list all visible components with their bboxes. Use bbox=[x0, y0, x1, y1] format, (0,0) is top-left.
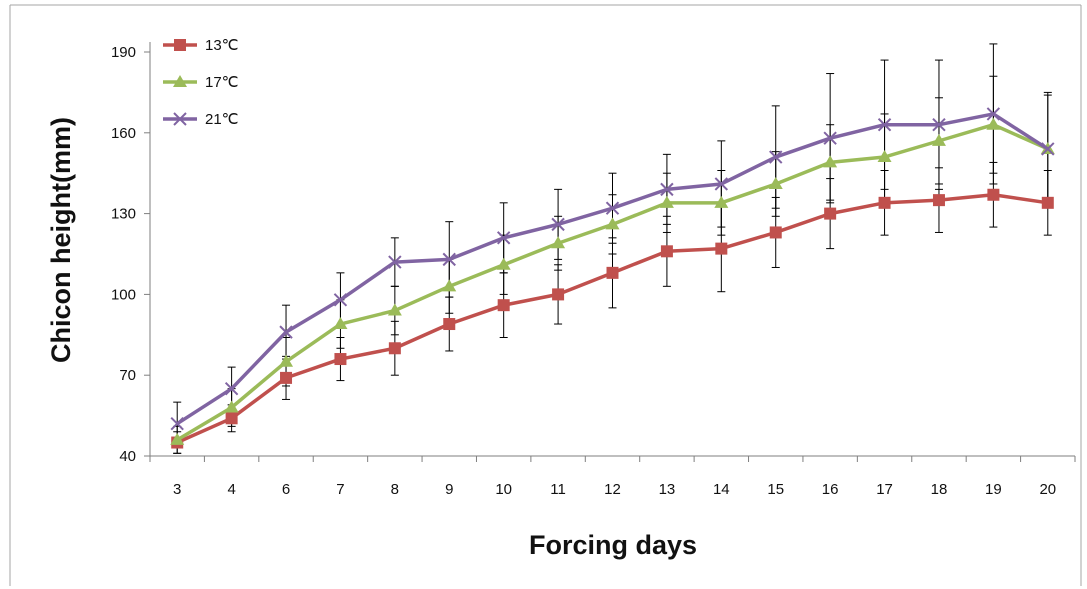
data-point bbox=[824, 207, 837, 220]
data-point bbox=[333, 293, 348, 307]
data-point bbox=[605, 201, 620, 215]
data-point bbox=[823, 155, 838, 168]
series-group bbox=[171, 188, 1054, 449]
data-point bbox=[442, 279, 457, 292]
legend-label: 17℃ bbox=[205, 74, 239, 91]
data-point bbox=[388, 342, 401, 355]
legend-marker bbox=[174, 39, 186, 51]
x-tick-label: 11 bbox=[550, 481, 566, 498]
data-point bbox=[877, 118, 892, 132]
legend-label: 13℃ bbox=[205, 37, 239, 54]
data-point bbox=[769, 226, 782, 239]
data-point bbox=[170, 432, 185, 445]
data-point bbox=[387, 303, 402, 316]
x-tick-label: 14 bbox=[713, 481, 730, 498]
data-point bbox=[225, 412, 238, 425]
data-point bbox=[551, 236, 566, 249]
y-tick-label: 160 bbox=[111, 125, 136, 142]
legend-marker bbox=[173, 75, 187, 87]
x-tick-label: 3 bbox=[173, 481, 181, 498]
data-point bbox=[496, 257, 511, 270]
x-tick-label: 13 bbox=[659, 481, 676, 498]
data-point bbox=[388, 255, 402, 269]
data-point bbox=[605, 217, 620, 230]
data-point bbox=[280, 371, 293, 384]
legend-item: 21℃ bbox=[163, 111, 239, 128]
data-point bbox=[660, 245, 673, 258]
data-point bbox=[714, 195, 729, 208]
x-tick-label: 8 bbox=[391, 481, 399, 498]
y-tick-label: 130 bbox=[111, 206, 136, 223]
x-tick-label: 19 bbox=[985, 481, 1002, 498]
legend-item: 17℃ bbox=[163, 74, 239, 91]
x-tick-label: 20 bbox=[1039, 481, 1056, 498]
legend-item: 13℃ bbox=[163, 37, 239, 54]
data-point bbox=[443, 318, 456, 331]
series-lines bbox=[170, 107, 1055, 449]
data-point bbox=[606, 266, 619, 279]
y-tick-label: 70 bbox=[119, 367, 136, 384]
x-tick-label: 6 bbox=[282, 481, 290, 498]
series-group bbox=[170, 117, 1055, 445]
data-point bbox=[333, 317, 348, 330]
data-point bbox=[986, 117, 1001, 130]
data-point bbox=[932, 118, 946, 132]
legend-marker bbox=[173, 112, 187, 126]
x-tick-label: 12 bbox=[604, 481, 621, 498]
x-tick-label: 10 bbox=[495, 481, 512, 498]
data-point bbox=[497, 299, 510, 312]
data-point bbox=[496, 231, 511, 245]
data-point bbox=[877, 150, 892, 163]
data-point bbox=[334, 353, 347, 366]
data-point bbox=[932, 194, 945, 207]
x-tick-label: 7 bbox=[336, 481, 344, 498]
data-point bbox=[170, 416, 184, 431]
data-point bbox=[224, 400, 239, 413]
data-point bbox=[552, 288, 565, 301]
data-point bbox=[279, 354, 294, 367]
data-point bbox=[279, 325, 293, 339]
data-point bbox=[442, 252, 456, 267]
y-tick-label: 40 bbox=[119, 448, 136, 465]
data-point bbox=[987, 188, 1000, 201]
data-point bbox=[986, 107, 1001, 121]
y-axis-title: Chicon height(mm) bbox=[46, 117, 76, 363]
data-point bbox=[931, 133, 946, 146]
legend-label: 21℃ bbox=[205, 111, 239, 128]
y-tick-label: 190 bbox=[111, 44, 136, 61]
series-group bbox=[170, 107, 1055, 431]
x-tick-label: 4 bbox=[227, 481, 235, 498]
data-point bbox=[768, 176, 783, 189]
x-tick-label: 9 bbox=[445, 481, 453, 498]
data-point bbox=[224, 381, 239, 396]
x-tick-label: 15 bbox=[767, 481, 784, 498]
data-point bbox=[769, 150, 783, 164]
x-tick-label: 18 bbox=[931, 481, 948, 498]
data-point bbox=[551, 217, 565, 232]
data-point bbox=[715, 242, 728, 255]
data-point bbox=[1041, 142, 1055, 156]
data-point bbox=[659, 195, 674, 208]
data-point bbox=[1041, 196, 1054, 209]
x-tick-label: 16 bbox=[822, 481, 839, 498]
x-axis-title: Forcing days bbox=[529, 530, 697, 560]
legend: 13℃ 17℃ 21℃ bbox=[163, 37, 239, 128]
data-point bbox=[714, 177, 729, 191]
y-tick-label: 100 bbox=[111, 286, 136, 303]
data-point bbox=[878, 196, 891, 209]
x-tick-label: 17 bbox=[876, 481, 893, 498]
axes: 40 70 100 130 160 190 3 4 6 7 8 9 10 11 12 13 14 15 16 17 18… bbox=[111, 42, 1076, 498]
error-bars bbox=[173, 43, 1052, 454]
data-point bbox=[823, 131, 837, 145]
data-point bbox=[660, 182, 674, 197]
